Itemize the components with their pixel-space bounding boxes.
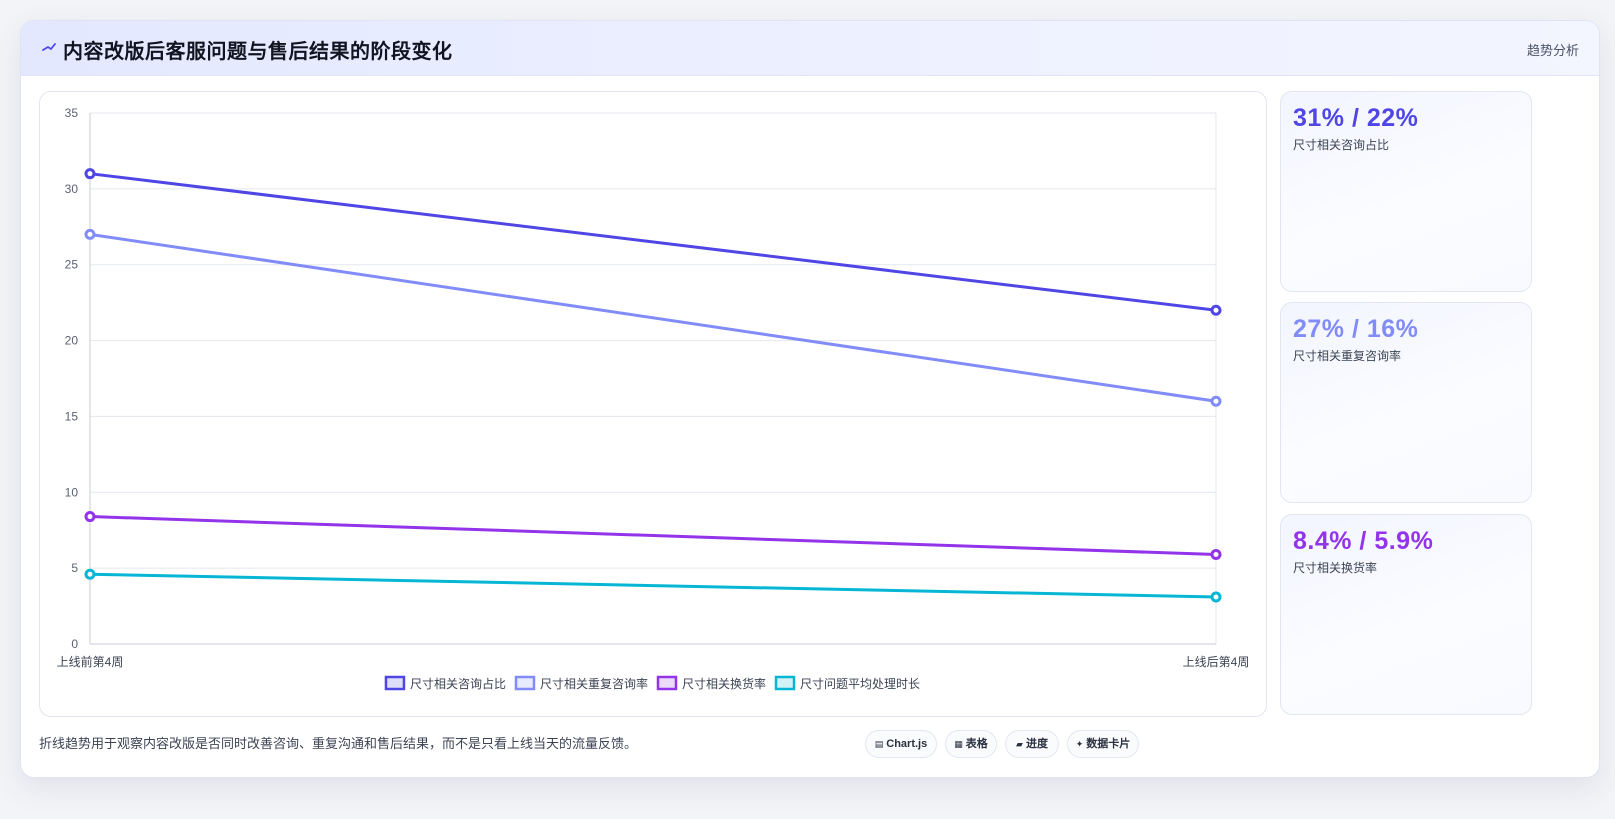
legend-item[interactable]: 尺寸相关咨询占比 <box>384 675 506 691</box>
card-header: 内容改版后客服问题与售后结果的阶段变化 趋势分析 <box>21 21 1599 76</box>
line-chart-panel: 0 5 10 15 20 25 30 35 上线前第4周 上线后第4周 尺寸相关咨询占比 尺寸相关重… <box>39 91 1267 717</box>
stat-value: 8.4% / 5.9% <box>1293 527 1434 555</box>
chart-axes: 0 5 10 15 20 25 30 35 上线前第4周 上线后第4周 <box>57 106 1250 669</box>
chart-icon: ▤ <box>874 739 884 749</box>
view-tag[interactable]: 趋势分析 <box>1526 43 1579 58</box>
legend-label: 尺寸相关换货率 <box>682 676 766 691</box>
dashboard-card: 内容改版后客服问题与售后结果的阶段变化 趋势分析 0 5 10 15 20 25 30 35 上… <box>20 20 1600 778</box>
pill-table[interactable]: ▦ 表格 <box>945 730 997 758</box>
data-point[interactable] <box>1210 548 1222 560</box>
series-line <box>88 232 1218 403</box>
stat-label: 尺寸相关咨询占比 <box>1293 138 1390 152</box>
legend-swatch <box>656 675 678 691</box>
stat-label: 尺寸相关换货率 <box>1293 561 1378 575</box>
legend-swatch <box>384 675 406 691</box>
x-tick-label: 上线后第4周 <box>1183 655 1250 669</box>
chart-series <box>84 168 1222 603</box>
stat-value: 27% / 16% <box>1293 315 1419 343</box>
pill-data-cards[interactable]: ✦ 数据卡片 <box>1067 730 1139 758</box>
y-tick-label: 25 <box>65 258 79 272</box>
pill-progress[interactable]: ▰ 进度 <box>1005 730 1059 758</box>
stat-card-exchange-rate: 8.4% / 5.9% 尺寸相关换货率 <box>1280 514 1532 715</box>
data-point[interactable] <box>1210 395 1222 407</box>
data-point[interactable] <box>1210 304 1222 316</box>
y-tick-label: 0 <box>71 637 78 651</box>
data-point[interactable] <box>1210 591 1222 603</box>
y-tick-label: 15 <box>65 409 79 423</box>
data-point[interactable] <box>84 511 96 523</box>
table-icon: ▦ <box>954 739 963 749</box>
progress-icon: ▰ <box>1016 739 1023 749</box>
stat-card-inquiry-share: 31% / 22% 尺寸相关咨询占比 <box>1280 91 1532 292</box>
series-line <box>88 172 1218 312</box>
y-tick-label: 20 <box>65 334 79 348</box>
x-tick-label: 上线前第4周 <box>57 654 124 669</box>
stat-label: 尺寸相关重复咨询率 <box>1293 349 1402 363</box>
pill-chartjs[interactable]: ▤ Chart.js <box>865 730 937 758</box>
data-point[interactable] <box>84 568 96 580</box>
legend-item[interactable]: 尺寸相关重复咨询率 <box>514 675 648 691</box>
data-point[interactable] <box>84 168 96 180</box>
legend-label: 尺寸相关咨询占比 <box>410 676 506 691</box>
sparkle-icon: ✦ <box>1075 739 1084 749</box>
stat-card-repeat-rate: 27% / 16% 尺寸相关重复咨询率 <box>1280 302 1532 503</box>
legend-swatch <box>514 675 536 691</box>
y-tick-label: 30 <box>65 182 79 196</box>
series-line <box>88 515 1218 556</box>
line-chart: 0 5 10 15 20 25 30 35 上线前第4周 上线后第4周 尺寸相关咨询占比 尺寸相关重… <box>57 106 1250 691</box>
footer-note: 折线趋势用于观察内容改版是否同时改善咨询、重复沟通和售后结果，而不是只看上线当天… <box>39 736 638 751</box>
legend-label: 尺寸相关重复咨询率 <box>540 676 648 691</box>
data-point[interactable] <box>84 228 96 240</box>
chart-grid <box>89 112 1217 645</box>
legend-item[interactable]: 尺寸相关换货率 <box>656 675 766 691</box>
chart-legend: 尺寸相关咨询占比 尺寸相关重复咨询率 尺寸相关换货率 尺寸问题平均处理时长 <box>384 675 920 691</box>
y-tick-label: 35 <box>65 106 79 120</box>
y-tick-label: 5 <box>71 561 78 575</box>
series-line <box>88 572 1218 599</box>
legend-item[interactable]: 尺寸问题平均处理时长 <box>774 675 920 691</box>
page-title: 内容改版后客服问题与售后结果的阶段变化 <box>63 41 453 63</box>
y-tick-label: 10 <box>65 485 79 499</box>
legend-label: 尺寸问题平均处理时长 <box>800 677 920 691</box>
legend-swatch <box>774 675 796 691</box>
stat-value: 31% / 22% <box>1293 104 1419 132</box>
trend-line-icon <box>42 43 56 51</box>
